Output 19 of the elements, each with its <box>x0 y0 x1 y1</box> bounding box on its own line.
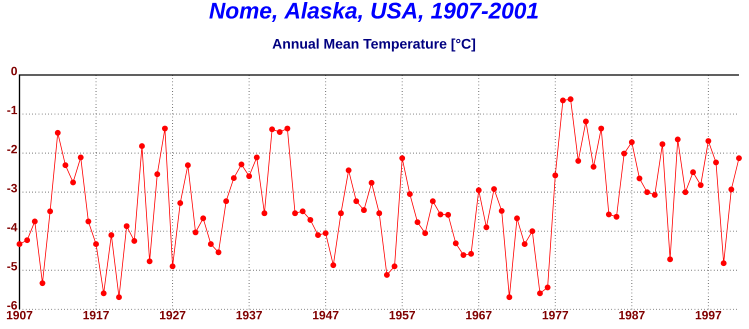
x-tick-label: 1987 <box>619 310 645 320</box>
x-tick-label: 1947 <box>313 310 338 320</box>
y-tick-label: -2 <box>7 144 17 154</box>
y-tick-label: -4 <box>7 223 18 232</box>
chart-title: Nome, Alaska, USA, 1907-2001 <box>209 2 538 22</box>
x-tick-label: 1917 <box>83 310 109 320</box>
x-tick-label: 1977 <box>542 310 568 320</box>
x-tick-label: 1907 <box>6 310 32 320</box>
x-tick-label: 1927 <box>160 310 186 320</box>
x-tick-label: 1957 <box>390 310 416 320</box>
y-tick-label: -1 <box>7 106 18 114</box>
x-tick-label: 1967 <box>466 310 492 320</box>
y-tick-label: -5 <box>7 262 18 270</box>
x-tick-label: 1997 <box>696 310 722 320</box>
chart-subtitle: Annual Mean Temperature [°C] <box>272 38 476 52</box>
y-tick-label: -6 <box>7 301 18 310</box>
y-tick-label: -3 <box>7 184 18 192</box>
y-tick-label: 0 <box>11 66 17 76</box>
x-tick-label: 1937 <box>236 310 262 320</box>
